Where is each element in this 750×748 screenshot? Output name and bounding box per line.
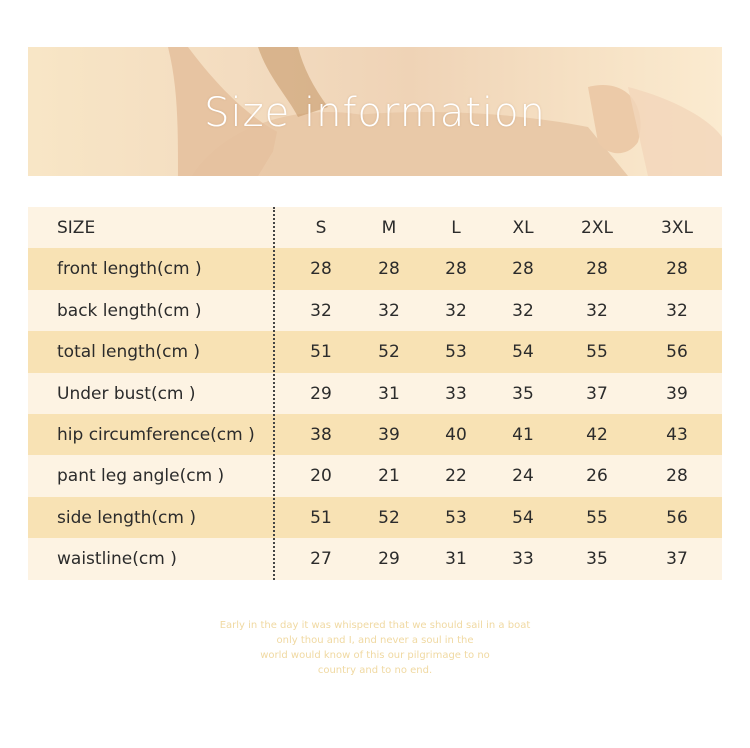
cell-value: 29 [310,383,332,404]
row-label: waistline(cm ) [57,549,177,570]
cell-value: 21 [378,466,400,487]
cell-value: 32 [378,300,400,321]
cell-value: 28 [666,259,688,280]
footer-line: world would know of this our pilgrimage … [260,650,490,661]
row-label: total length(cm ) [57,342,201,363]
row-label: side length(cm ) [57,507,196,528]
row-label: back length(cm ) [57,300,202,321]
table-row: front length(cm ) 28 28 28 28 28 28 [28,248,722,290]
cell-value: 51 [310,342,332,363]
cell-value: 24 [512,466,534,487]
footer-line: country and to no end. [317,665,433,676]
banner: Size information [28,47,722,176]
cell-value: 43 [666,425,688,445]
table-row: waistline(cm ) 27 29 31 33 35 37 [28,538,722,580]
cell-value: 42 [586,425,608,445]
column-divider [273,207,275,580]
table-row: Under bust(cm ) 29 31 33 35 37 39 [28,372,722,414]
cell-value: 39 [666,383,688,404]
cell-value: 2XL [581,218,613,238]
cell-value: 54 [512,507,534,528]
row-label: front length(cm ) [57,259,202,280]
cell-value: 28 [512,259,534,280]
cell-value: S [315,218,327,238]
cell-value: 22 [445,466,467,487]
cell-value: 32 [666,300,688,321]
row-label: SIZE [57,218,96,238]
cell-value: 51 [310,507,332,528]
cell-value: 29 [378,549,400,570]
cell-value: 53 [445,342,467,363]
cell-value: 32 [512,300,534,321]
footer-line: only thou and I, and never a soul in the [276,635,474,646]
cell-value: 56 [666,507,688,528]
banner-title: Size information [204,90,546,136]
cell-value: 40 [445,425,467,445]
cell-value: L [451,218,461,238]
cell-value: 26 [586,466,608,487]
cell-value: 31 [445,549,467,570]
banner-figure [168,47,722,176]
cell-value: 32 [586,300,608,321]
cell-value: 28 [666,466,688,487]
cell-value: 39 [378,425,400,445]
cell-value: 32 [310,300,332,321]
cell-value: 41 [512,425,534,445]
cell-value: 32 [445,300,467,321]
cell-value: 53 [445,507,467,528]
table-row: back length(cm ) 32 32 32 32 32 32 [28,289,722,332]
cell-value: 33 [512,549,534,570]
cell-value: 20 [310,466,332,487]
cell-value: 28 [378,259,400,280]
cell-value: 55 [586,507,608,528]
row-label: Under bust(cm ) [57,383,196,404]
cell-value: 54 [512,342,534,363]
cell-value: 28 [310,259,332,280]
cell-value: 52 [378,342,400,363]
cell-value: 56 [666,342,688,363]
table-row: hip circumference(cm ) 38 39 40 41 42 43 [28,414,722,456]
cell-value: 33 [445,383,467,404]
cell-value: 37 [666,549,688,570]
table-row: side length(cm ) 51 52 53 54 55 56 [28,496,722,539]
table-row: pant leg angle(cm ) 20 21 22 24 26 28 [28,455,722,497]
row-label: hip circumference(cm ) [57,425,255,445]
table-row: total length(cm ) 51 52 53 54 55 56 [28,331,722,373]
cell-value: 28 [445,259,467,280]
cell-value: 55 [586,342,608,363]
cell-value: 38 [310,425,332,445]
footer-line: Early in the day it was whispered that w… [219,620,531,631]
cell-value: 27 [310,549,332,570]
cell-value: 35 [512,383,534,404]
cell-value: XL [512,218,534,238]
cell-value: 37 [586,383,608,404]
cell-value: M [381,218,397,238]
row-label: pant leg angle(cm ) [57,466,225,487]
footer: Early in the day it was whispered that w… [0,618,750,678]
cell-value: 28 [586,259,608,280]
header-row: SIZE S M L XL 2XL 3XL [28,207,722,249]
cell-value: 52 [378,507,400,528]
cell-value: 35 [586,549,608,570]
cell-value: 3XL [661,218,693,238]
cell-value: 31 [378,383,400,404]
